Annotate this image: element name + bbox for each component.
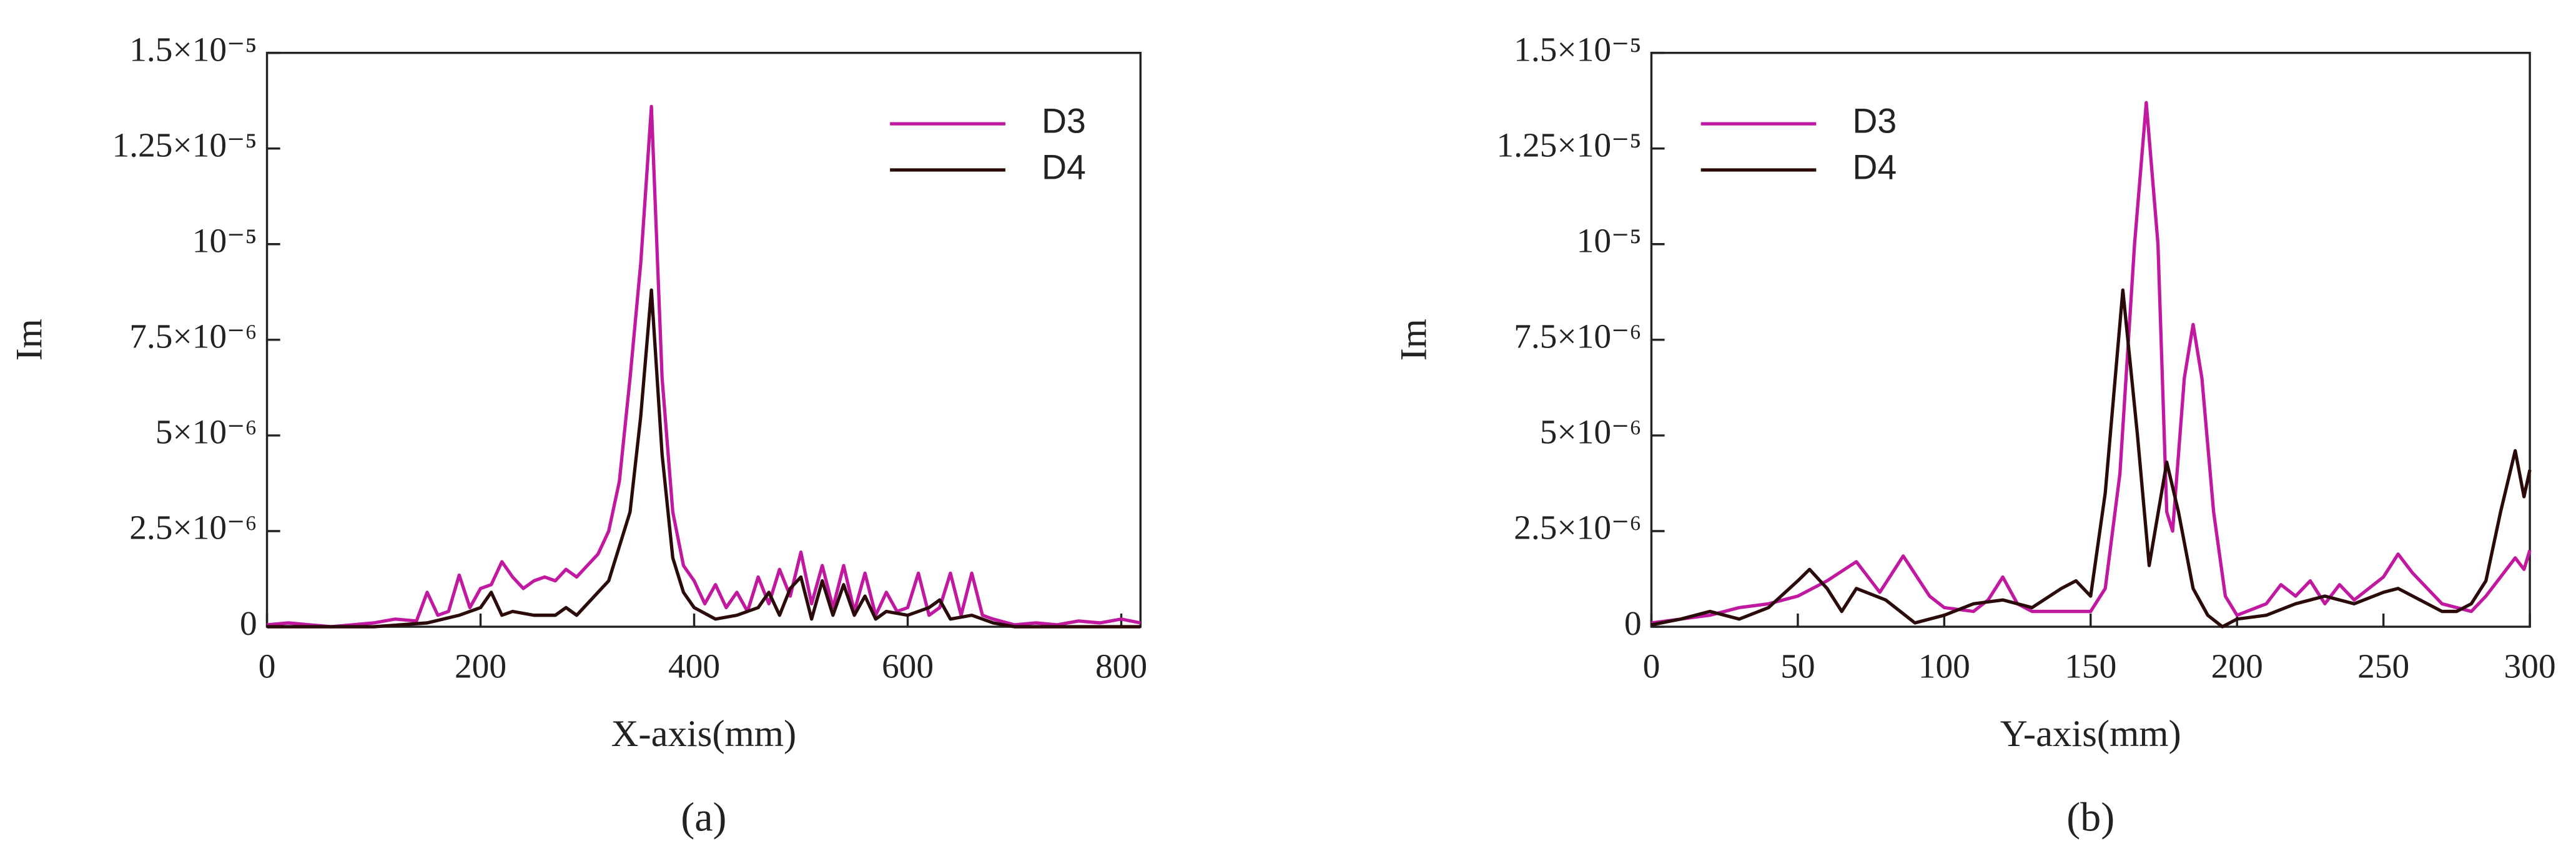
y-tick-label: 10⁻⁵ — [192, 221, 257, 259]
x-axis-label: Y-axis(mm) — [2000, 713, 2181, 755]
y-axis-label: Im — [9, 319, 51, 361]
x-tick-label: 400 — [668, 647, 720, 685]
legend-label: D4 — [1852, 148, 1897, 187]
x-tick-label: 200 — [2211, 647, 2263, 685]
legend-label: D3 — [1042, 102, 1086, 141]
data-line — [1651, 288, 2532, 629]
x-tick-label: 300 — [2504, 647, 2556, 685]
y-tick-label: 2.5×10⁻⁶ — [129, 509, 257, 547]
y-tick-label: 0 — [1624, 604, 1642, 642]
x-axis-label: X-axis(mm) — [611, 713, 797, 755]
y-tick-label: 10⁻⁵ — [1577, 221, 1642, 259]
y-tick-label: 1.25×10⁻⁵ — [1496, 126, 1641, 164]
y-tick-label: 5×10⁻⁶ — [1540, 413, 1642, 451]
y-axis-label: Im — [1393, 319, 1435, 361]
y-tick-label: 7.5×10⁻⁶ — [1514, 317, 1641, 356]
y-tick-label: 1.25×10⁻⁵ — [112, 126, 257, 164]
y-tick-label: 1.5×10⁻⁵ — [1514, 30, 1641, 68]
y-tick-label: 1.5×10⁻⁵ — [129, 30, 257, 68]
x-tick-label: 800 — [1095, 647, 1147, 685]
y-tick-label: 2.5×10⁻⁶ — [1514, 509, 1641, 547]
y-tick-label: 5×10⁻⁶ — [155, 413, 257, 451]
plot-frame — [1650, 51, 2531, 628]
x-tick-label: 250 — [2357, 647, 2409, 685]
legend-label: D4 — [1042, 148, 1086, 187]
panel-label: (a) — [681, 795, 726, 840]
x-tick-label: 0 — [259, 647, 276, 685]
data-line — [267, 104, 1141, 629]
data-line — [267, 288, 1141, 629]
data-line — [1651, 101, 2532, 625]
x-tick-label: 100 — [1918, 647, 1970, 685]
plot-frame — [265, 51, 1142, 628]
x-tick-label: 200 — [455, 647, 506, 685]
x-tick-label: 50 — [1780, 647, 1815, 685]
x-tick-label: 150 — [2065, 647, 2116, 685]
y-tick-label: 0 — [240, 604, 257, 642]
x-tick-label: 0 — [1643, 647, 1661, 685]
x-tick-label: 600 — [882, 647, 934, 685]
legend-label: D3 — [1852, 102, 1897, 141]
y-tick-label: 7.5×10⁻⁶ — [129, 317, 257, 356]
panel-label: (b) — [2066, 795, 2115, 840]
